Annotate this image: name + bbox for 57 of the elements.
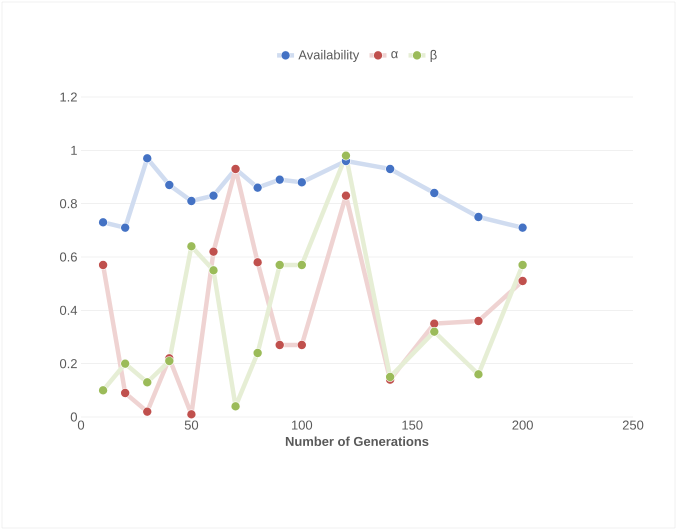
point [120,358,130,368]
x-tick-label: 150 [402,420,423,430]
point [385,372,395,382]
point [518,276,528,286]
legend-label: Availability [298,50,360,62]
point [186,410,196,420]
y-tick-label: 0.8 [60,199,77,208]
point [518,260,528,270]
x-tick-label: 0 [78,420,84,430]
point [274,260,285,270]
point [120,388,130,398]
point [474,370,484,380]
point [186,242,196,252]
point [186,196,196,206]
point [341,150,351,160]
point [341,190,351,200]
point [142,406,152,416]
point [297,178,307,188]
point [385,164,395,174]
point [474,316,484,326]
point [142,154,152,164]
point [429,318,440,328]
y-tick-label: 0.6 [60,252,77,262]
point [274,174,285,184]
x-tick-label: 100 [292,420,312,430]
point [474,212,484,222]
point [164,356,174,366]
point [98,218,108,228]
point [208,190,218,200]
y-tick-label: 0 [70,412,77,422]
y-tick-label: 0.2 [60,359,77,368]
point [297,340,307,350]
point [252,182,262,192]
y-tick-label: 1 [71,146,77,155]
point [429,326,440,336]
point [208,246,218,256]
x-tick-label: 50 [184,420,198,430]
point [208,266,218,276]
x-tick-label: 200 [512,420,533,430]
x-tick-label: 250 [622,420,644,430]
point [98,260,108,270]
point [518,222,528,232]
point [164,180,174,190]
point [274,340,285,350]
point [142,378,152,388]
legend-label: α [391,51,398,58]
point [98,386,108,396]
x-axis-title: Number of Generations [286,436,428,446]
point [297,260,307,270]
point [252,348,262,358]
point [120,222,130,232]
point [252,258,262,268]
y-tick-label: 1.2 [60,92,77,102]
point [230,402,240,412]
legend-label: β [430,50,437,62]
y-tick-label: 0.4 [60,306,78,315]
point [429,188,440,198]
